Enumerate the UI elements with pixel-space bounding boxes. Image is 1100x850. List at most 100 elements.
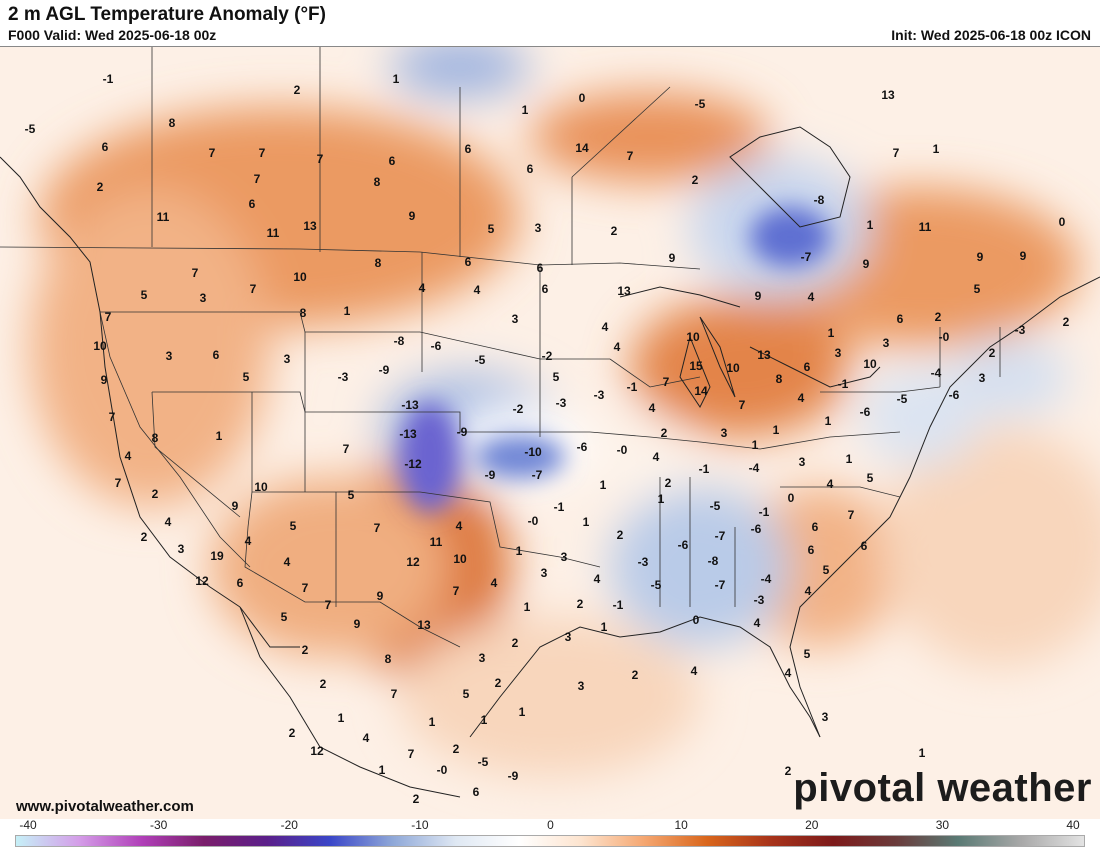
anomaly-label: 1 xyxy=(338,711,345,725)
anomaly-label: 5 xyxy=(141,288,148,302)
site-url[interactable]: www.pivotalweather.com xyxy=(16,798,194,815)
colorbar-tick-label: 20 xyxy=(805,818,819,832)
anomaly-label: 6 xyxy=(465,142,472,156)
anomaly-label: -1 xyxy=(554,500,565,514)
anomaly-label: 7 xyxy=(391,687,398,701)
anomaly-label: 6 xyxy=(213,348,220,362)
anomaly-label: 2 xyxy=(141,530,148,544)
anomaly-label: -5 xyxy=(478,755,489,769)
anomaly-label: 9 xyxy=(377,589,384,603)
anomaly-label: 6 xyxy=(542,282,549,296)
anomaly-label: 7 xyxy=(453,584,460,598)
anomaly-label: 2 xyxy=(692,173,699,187)
anomaly-label: 3 xyxy=(835,346,842,360)
anomaly-label: 2 xyxy=(935,310,942,324)
anomaly-label: 7 xyxy=(317,152,324,166)
anomaly-label: 0 xyxy=(579,91,586,105)
anomaly-label: 11 xyxy=(157,210,170,224)
temperature-anomaly-map[interactable]: -1 2 1 -5 8 6 7 7 7 6 6 1 0 14 7 -5 13 7 1 2 7 8 6 2 6 11 9 -8 13 11 5… xyxy=(0,46,1100,819)
anomaly-label: -1 xyxy=(699,462,710,476)
anomaly-label: 4 xyxy=(798,391,805,405)
anomaly-label: 4 xyxy=(602,320,609,334)
anomaly-label: 4 xyxy=(284,555,291,569)
anomaly-label: 7 xyxy=(627,149,634,163)
anomaly-label: -8 xyxy=(394,334,405,348)
anomaly-label: -3 xyxy=(556,396,567,410)
map-title: 2 m AGL Temperature Anomaly (°F) xyxy=(8,4,326,25)
anomaly-label: 2 xyxy=(989,346,996,360)
anomaly-label: 5 xyxy=(463,687,470,701)
anomaly-label: 6 xyxy=(473,785,480,799)
anomaly-label: -1 xyxy=(627,380,638,394)
anomaly-label: 1 xyxy=(524,600,531,614)
anomaly-label: 1 xyxy=(516,544,523,558)
anomaly-label: 3 xyxy=(479,651,486,665)
anomaly-label: 9 xyxy=(863,257,870,271)
anomaly-label: 7 xyxy=(343,442,350,456)
anomaly-label: -10 xyxy=(524,445,542,459)
political-boundaries xyxy=(0,47,1001,648)
anomaly-label: 4 xyxy=(827,477,834,491)
anomaly-label: 3 xyxy=(535,221,542,235)
anomaly-label: -12 xyxy=(404,457,422,471)
anomaly-label: 6 xyxy=(389,154,396,168)
anomaly-label: 8 xyxy=(374,175,381,189)
anomaly-label: 2 xyxy=(97,180,104,194)
anomaly-label: 8 xyxy=(300,306,307,320)
anomaly-label: 4 xyxy=(419,281,426,295)
anomaly-label: 6 xyxy=(249,197,256,211)
anomaly-label: -8 xyxy=(708,554,719,568)
anomaly-label: -6 xyxy=(949,388,960,402)
anomaly-label: 3 xyxy=(541,566,548,580)
anomaly-label: 2 xyxy=(413,792,420,806)
anomaly-label: 0 xyxy=(1059,215,1066,229)
anomaly-label: -13 xyxy=(401,398,419,412)
colorbar-tick-label: 0 xyxy=(547,818,554,832)
anomaly-label: 3 xyxy=(565,630,572,644)
anomaly-label: 5 xyxy=(243,370,250,384)
anomaly-label: 9 xyxy=(232,499,239,513)
anomaly-label: 4 xyxy=(125,449,132,463)
anomaly-label: -2 xyxy=(513,402,524,416)
anomaly-label: -5 xyxy=(695,97,706,111)
anomaly-label: 1 xyxy=(867,218,874,232)
anomaly-label: 3 xyxy=(578,679,585,693)
anomaly-label: 1 xyxy=(601,620,608,634)
header: 2 m AGL Temperature Anomaly (°F) F000 Va… xyxy=(0,0,1100,46)
anomaly-label: 10 xyxy=(863,357,877,371)
anomaly-label: 14 xyxy=(694,384,708,398)
anomaly-label: 7 xyxy=(109,410,116,424)
anomaly-label: -1 xyxy=(103,72,114,86)
anomaly-label: 3 xyxy=(799,455,806,469)
anomaly-label: 9 xyxy=(101,373,108,387)
anomaly-label: -1 xyxy=(613,598,624,612)
anomaly-label: 13 xyxy=(617,284,631,298)
anomaly-label: 3 xyxy=(178,542,185,556)
anomaly-label: 7 xyxy=(192,266,199,280)
anomaly-label: 1 xyxy=(846,452,853,466)
anomaly-label: 1 xyxy=(583,515,590,529)
anomaly-label: 6 xyxy=(861,539,868,553)
anomaly-label: -0 xyxy=(528,514,539,528)
anomaly-label: 1 xyxy=(825,414,832,428)
anomaly-label: 3 xyxy=(200,291,207,305)
anomaly-label: 8 xyxy=(152,431,159,445)
colorbar-tick-label: 10 xyxy=(674,818,688,832)
anomaly-label: 2 xyxy=(294,83,301,97)
anomaly-label: -7 xyxy=(532,468,543,482)
anomaly-label: -5 xyxy=(651,578,662,592)
anomaly-label: 1 xyxy=(919,746,926,760)
anomaly-label: 8 xyxy=(385,652,392,666)
anomaly-label: 9 xyxy=(669,251,676,265)
anomaly-label: 6 xyxy=(808,543,815,557)
anomaly-label: 4 xyxy=(491,576,498,590)
anomaly-label: 8 xyxy=(169,116,176,130)
anomaly-label: 9 xyxy=(1020,249,1027,263)
anomaly-label: -3 xyxy=(638,555,649,569)
anomaly-label: 4 xyxy=(691,664,698,678)
anomaly-label: 6 xyxy=(812,520,819,534)
anomaly-label: -4 xyxy=(749,461,760,475)
anomaly-label: 12 xyxy=(406,555,420,569)
anomaly-label: 1 xyxy=(600,478,607,492)
